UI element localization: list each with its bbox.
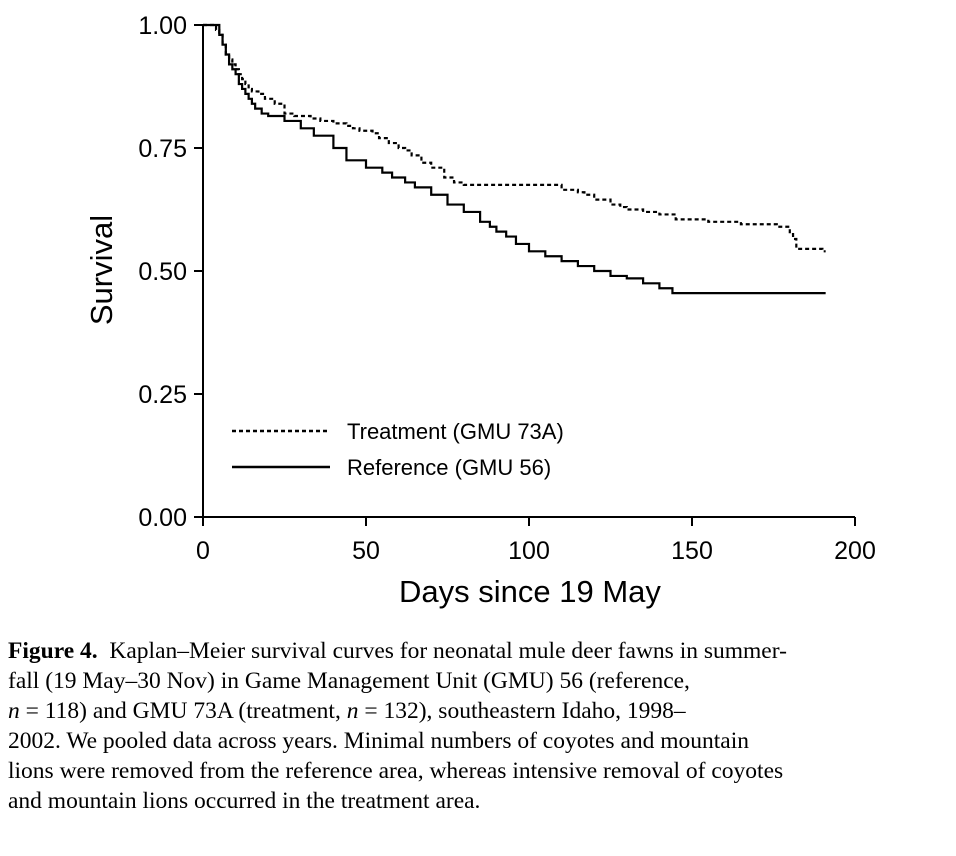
x-tick-label: 0 <box>196 537 210 565</box>
y-axis-label: Survival <box>84 215 119 325</box>
y-tick-label: 0.50 <box>138 258 187 286</box>
x-tick-label: 150 <box>671 537 713 565</box>
survival-chart: 0.00 0.25 0.50 0.75 1.00 0 50 100 150 200 Treatme… <box>84 12 876 609</box>
y-tick-label: 1.00 <box>138 12 187 40</box>
caption-line-1: Figure 4. Kaplan–Meier survival curves f… <box>8 636 952 666</box>
x-tick-label: 50 <box>352 537 380 565</box>
caption-line-4: 2002. We pooled data across years. Minim… <box>8 728 750 754</box>
series-layer <box>203 23 826 295</box>
caption-figure-label: Figure 4. <box>8 638 98 664</box>
x-tick-label: 200 <box>834 537 876 565</box>
legend-label: Reference (GMU 56) <box>347 455 551 480</box>
caption-line-5: lions were removed from the reference ar… <box>8 758 784 784</box>
figure-caption: Figure 4. Kaplan–Meier survival curves f… <box>8 636 952 816</box>
chart-axes: 0.00 0.25 0.50 0.75 1.00 0 50 100 150 200 <box>138 12 876 565</box>
y-tick-label: 0.25 <box>138 381 187 409</box>
caption-line-2: fall (19 May–30 Nov) in Game Management … <box>8 668 690 694</box>
series-line-reference <box>203 23 826 295</box>
caption-line-6: and mountain lions occurred in the treat… <box>8 788 481 814</box>
legend: Treatment (GMU 73A) Reference (GMU 56) <box>232 419 564 480</box>
series-line-treatment <box>203 23 826 253</box>
legend-label: Treatment (GMU 73A) <box>347 419 564 444</box>
y-tick-label: 0.00 <box>138 504 187 532</box>
caption-n-var-2: n <box>346 698 359 724</box>
caption-n-value-1: = 118) and GMU 73A (treatment, <box>19 698 347 724</box>
y-tick-label: 0.75 <box>138 135 187 163</box>
caption-text-1: Kaplan–Meier survival curves for neonata… <box>109 638 787 664</box>
caption-line-3: n = 118) and GMU 73A (treatment, n = 132… <box>8 696 952 726</box>
x-axis-label: Days since 19 May <box>399 574 661 609</box>
caption-n-var-1: n <box>8 698 20 724</box>
x-tick-label: 100 <box>508 537 550 565</box>
caption-n-value-2: = 132), southeastern Idaho, 1998– <box>358 698 686 724</box>
